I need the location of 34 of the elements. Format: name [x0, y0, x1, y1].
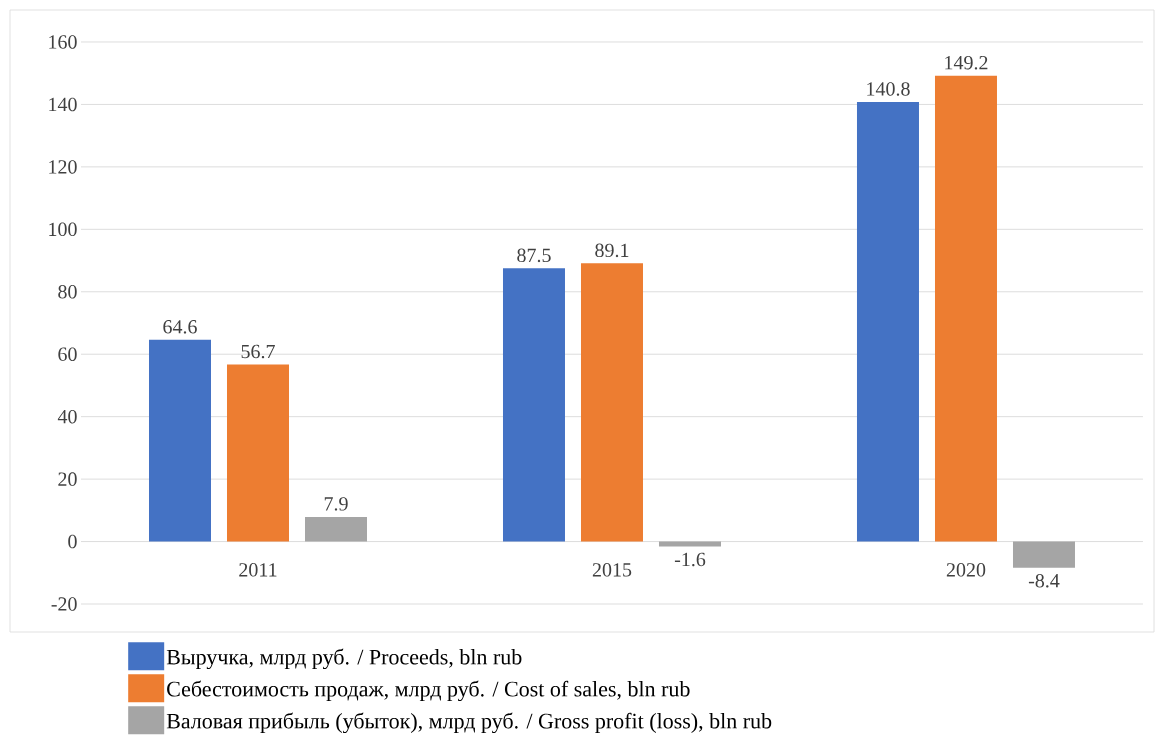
- bar: [227, 364, 289, 542]
- y-tick-label: 40: [57, 409, 77, 424]
- data-label: -8.4: [1028, 573, 1060, 588]
- y-tick-label: 140: [49, 97, 77, 112]
- y-tick-label: 120: [49, 160, 77, 174]
- bar: [305, 516, 367, 542]
- data-label: 64.6: [163, 320, 197, 334]
- x-tick-label: 2020: [946, 563, 986, 577]
- bar: [580, 263, 643, 542]
- y-tick-label: -20: [51, 597, 77, 611]
- bar: [502, 268, 565, 542]
- bar: [934, 75, 997, 542]
- x-tick-label: 2015: [592, 563, 632, 577]
- y-tick-label: 0: [68, 534, 77, 549]
- legend-label: Выручка, млрд руб. / Proceeds, bln rub: [166, 648, 522, 670]
- y-tick-label: 100: [49, 222, 77, 237]
- data-label: 7.9: [324, 497, 348, 511]
- y-tick-label: 20: [58, 472, 77, 486]
- y-tick-label: 80: [58, 285, 77, 299]
- data-label: -1.6: [674, 552, 706, 567]
- bar: [1012, 541, 1075, 568]
- data-label: 140.8: [867, 82, 910, 96]
- legend-label: Валовая прибыль (убыток), млрд руб. / Gross profit (loss), bln rub: [166, 712, 772, 734]
- data-label: 56.7: [241, 344, 275, 359]
- bar: [658, 541, 721, 547]
- data-label: 89.1: [595, 243, 629, 258]
- data-label: 87.5: [517, 248, 551, 263]
- bar: [856, 101, 919, 542]
- data-label: 149.2: [945, 55, 988, 70]
- y-tick-label: 160: [49, 35, 77, 49]
- bar: [149, 339, 211, 542]
- legend-label: Себестоимость продаж, млрд руб. / Cost of sales, bln rub: [167, 680, 690, 702]
- y-tick-label: 60: [58, 347, 77, 361]
- x-tick-label: 2011: [239, 563, 277, 577]
